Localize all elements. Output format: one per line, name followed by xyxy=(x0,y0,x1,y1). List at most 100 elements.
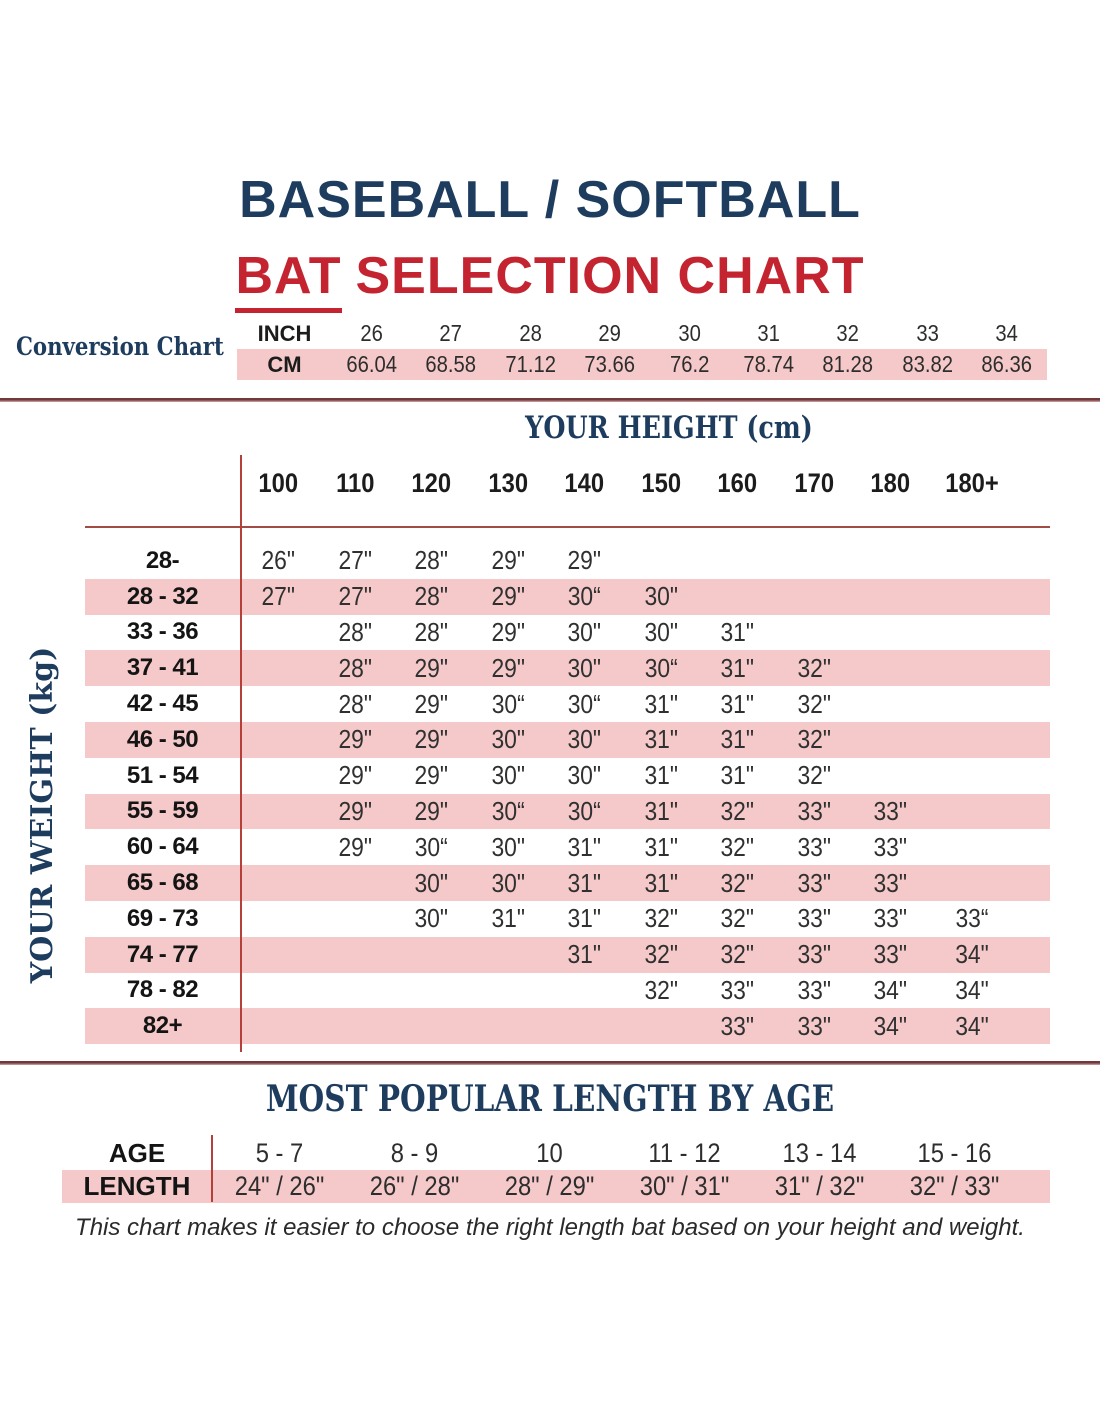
height-column-header: 130 xyxy=(487,467,528,498)
conversion-value-cell: 30 xyxy=(677,320,701,346)
bat-size-cell: 31" xyxy=(720,652,755,683)
bat-size-cell: 30“ xyxy=(491,795,525,826)
bat-size-cell: 31" xyxy=(720,688,755,719)
bat-size-cell: 31" xyxy=(720,616,755,647)
bat-size-cell: 34" xyxy=(954,939,989,970)
bat-size-cell: 32" xyxy=(720,939,755,970)
weight-row-label: 51 - 54 xyxy=(126,761,199,789)
bat-size-cell: 34" xyxy=(954,974,989,1005)
conversion-value-cell: 33 xyxy=(916,320,939,346)
bat-size-cell: 33" xyxy=(796,974,831,1005)
bat-size-cell: 30" xyxy=(414,867,449,898)
weight-row-label: 55 - 59 xyxy=(126,797,199,825)
conversion-value-cell: 68.58 xyxy=(425,351,477,377)
bat-size-cell: 31" xyxy=(567,867,602,898)
table-row: 42 - 45 28" 29" 30“ 30“ 31" 31" 32" xyxy=(85,686,1050,722)
conversion-value-cell: 66.04 xyxy=(346,351,398,377)
bat-size-cell: 30“ xyxy=(414,831,448,862)
bat-size-cell: 31" xyxy=(567,903,602,934)
bat-size-cell: 29" xyxy=(490,616,525,647)
bat-size-cell: 30“ xyxy=(567,795,601,826)
conversion-value-cell: 26 xyxy=(360,320,383,346)
table-row: 65 - 68 30" 30" 31" 31" 32" 33" 33" xyxy=(85,865,1050,901)
length-cell: 28" / 29" xyxy=(504,1171,595,1201)
bat-size-cell: 30" xyxy=(643,616,678,647)
conversion-value-cell: 76.2 xyxy=(669,351,709,377)
bat-size-cell: 32" xyxy=(796,760,831,791)
weight-row-label: 37 - 41 xyxy=(126,654,199,682)
table-row: 55 - 59 29" 29" 30“ 30“ 31" 32" 33" 33" xyxy=(85,793,1050,830)
bat-size-cell: 30" xyxy=(567,760,602,791)
bat-size-cell: 33" xyxy=(873,831,908,862)
age-range-cell: 8 - 9 xyxy=(390,1138,439,1168)
bat-size-cell: 28" xyxy=(337,616,372,647)
weight-row-label: 33 - 36 xyxy=(126,618,199,646)
bat-size-cell: 29" xyxy=(414,760,449,791)
age-range-cell: 5 - 7 xyxy=(255,1138,304,1168)
conversion-row-label: INCH xyxy=(257,320,312,346)
table-row: 28- 26" 27" 28" 29" 29" xyxy=(85,543,1050,579)
height-column-header: 110 xyxy=(335,467,374,498)
bat-size-cell: 32" xyxy=(643,903,678,934)
conversion-row-label: CM xyxy=(267,351,302,377)
height-column-header: 120 xyxy=(411,467,452,498)
bat-size-cell: 29" xyxy=(414,724,449,755)
bat-size-cell: 28" xyxy=(337,688,372,719)
bat-size-cell: 29" xyxy=(414,652,449,683)
age-range-cell: 15 - 16 xyxy=(917,1138,992,1168)
bat-size-cell: 29" xyxy=(490,581,525,612)
bat-size-cell: 32" xyxy=(643,939,678,970)
weight-row-label: 42 - 45 xyxy=(126,690,199,718)
age-row-label: AGE xyxy=(108,1138,166,1168)
conversion-value-cell: 71.12 xyxy=(505,351,556,377)
bat-size-cell: 34" xyxy=(954,1010,989,1041)
length-row: LENGTH 24" / 26" 26" / 28" 28" / 29" 30" / 3… xyxy=(62,1170,1050,1203)
bat-size-cell: 34" xyxy=(873,974,908,1005)
length-cell: 31" / 32" xyxy=(774,1171,865,1201)
bat-size-cell: 30" xyxy=(567,724,602,755)
bat-size-cell: 29" xyxy=(490,652,525,683)
length-row-label: LENGTH xyxy=(83,1171,191,1201)
bat-size-cell: 31" xyxy=(643,831,678,862)
bat-size-cell: 32" xyxy=(796,724,831,755)
bat-size-cell: 33" xyxy=(796,939,831,970)
conversion-row-cm: CM 66.04 68.58 71.12 73.66 76.2 78.74 81.28 83.8… xyxy=(237,349,1047,380)
bat-size-cell: 28" xyxy=(414,581,449,612)
bat-size-cell: 29" xyxy=(337,831,372,862)
age-section-title: MOST POPULAR LENGTH BY AGE xyxy=(265,1078,835,1120)
bat-size-cell: 30" xyxy=(643,581,678,612)
footer-note: This chart makes it easier to choose the… xyxy=(75,1214,1025,1241)
bat-size-cell: 32" xyxy=(720,795,755,826)
age-range-cell: 10 xyxy=(536,1138,563,1168)
weight-row-label: 46 - 50 xyxy=(126,725,199,753)
bat-size-cell: 32" xyxy=(720,831,755,862)
age-range-cell: 11 - 12 xyxy=(648,1138,721,1168)
conversion-chart-label: Conversion Chart xyxy=(16,332,224,361)
bat-size-cell: 32" xyxy=(720,867,755,898)
bat-size-cell: 31" xyxy=(567,831,602,862)
table-row: 60 - 64 29" 30“ 30" 31" 31" 32" 33" 33" xyxy=(85,829,1050,865)
weight-row-label: 60 - 64 xyxy=(126,833,199,861)
conversion-value-cell: 32 xyxy=(836,320,860,346)
conversion-row-inch: INCH 26 27 28 29 30 31 32 33 34 xyxy=(237,318,1047,349)
age-rule-vertical xyxy=(211,1135,213,1202)
bat-size-cell: 32" xyxy=(796,688,831,719)
height-column-header: 100 xyxy=(258,467,299,498)
weight-row-label: 65 - 68 xyxy=(126,869,199,897)
age-row: AGE 5 - 7 8 - 9 10 11 - 12 13 - 14 15 - 16 xyxy=(62,1137,1050,1170)
bat-size-cell: 33" xyxy=(720,974,755,1005)
table-row: 78 - 82 32" 33" 33" 34" 34" xyxy=(85,973,1050,1009)
bat-size-cell: 30" xyxy=(490,760,525,791)
bat-size-cell: 28" xyxy=(414,616,449,647)
conversion-value-cell: 81.28 xyxy=(822,351,874,377)
bat-size-cell: 31" xyxy=(490,903,525,934)
page-title: BASEBALL / SOFTBALL xyxy=(239,171,861,229)
weight-row-label: 28- xyxy=(145,546,180,574)
bat-size-cell: 30“ xyxy=(491,688,525,719)
weight-rows: 28- 26" 27" 28" 29" 29" 28 - 32 27" 27" 28" 29" 30“… xyxy=(85,543,1050,1045)
length-cell: 30" / 31" xyxy=(639,1171,730,1201)
bat-size-cell: 33" xyxy=(873,939,908,970)
conversion-value-cell: 78.74 xyxy=(743,351,794,377)
bat-size-cell: 32" xyxy=(796,652,831,683)
bat-size-cell: 27" xyxy=(337,545,372,576)
